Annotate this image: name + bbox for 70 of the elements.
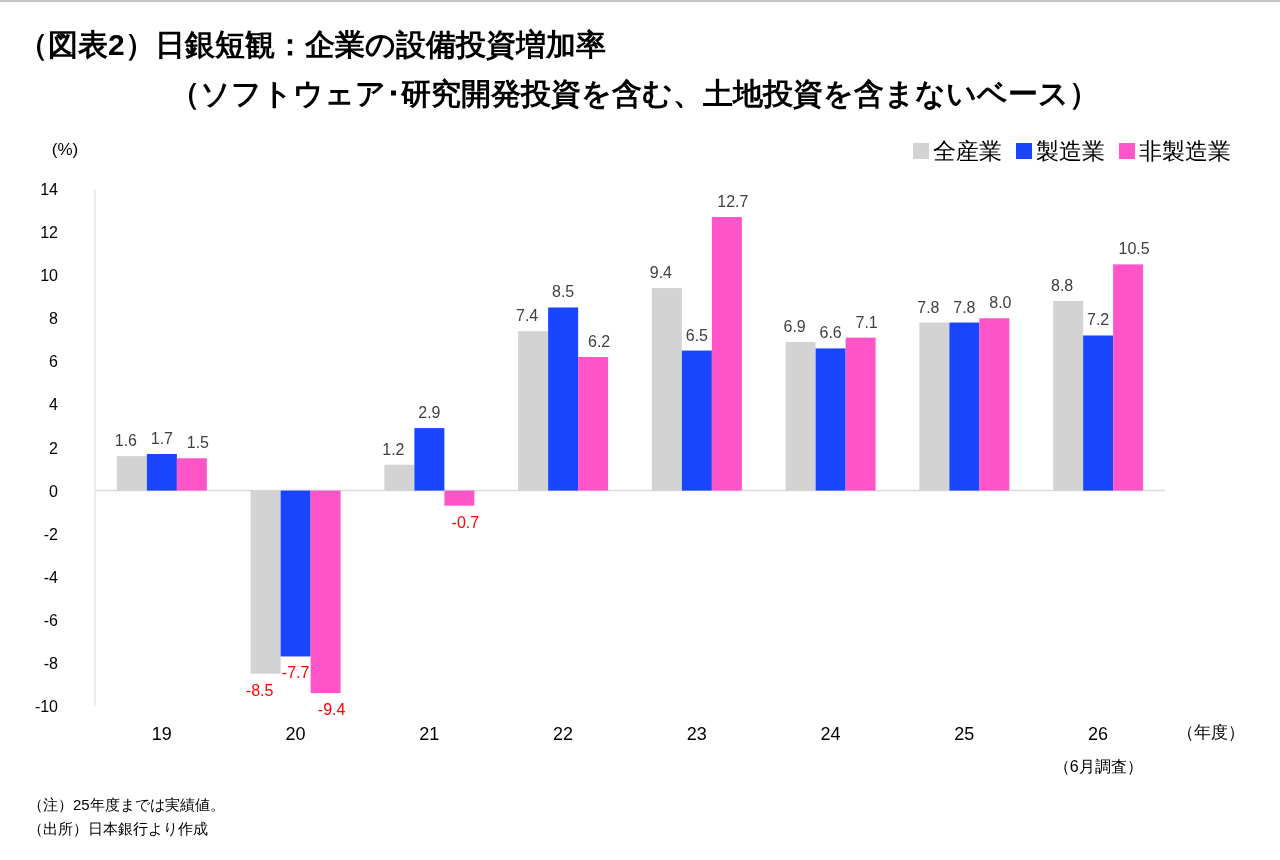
x-tick-label: 26 （6月調査） (1053, 724, 1143, 775)
data-label: 9.4 (649, 264, 673, 282)
data-label: 1.7 (150, 429, 174, 447)
y-tick-label: -6 (43, 611, 59, 629)
bar (310, 490, 341, 694)
y-tick-label: 6 (49, 353, 59, 371)
bar (681, 350, 712, 491)
x-axis-title: （年度） (1177, 723, 1245, 742)
data-label: 1.6 (114, 432, 138, 450)
x-tick-label: 20 (285, 724, 306, 744)
y-tick-label: 14 (40, 181, 59, 198)
y-tick-label: 12 (40, 224, 59, 242)
data-label: 7.4 (516, 307, 539, 325)
data-label: -9.4 (317, 701, 346, 719)
data-label: 12.7 (717, 193, 749, 210)
x-tick-label: 24 (820, 724, 841, 744)
data-label: 6.5 (685, 326, 709, 344)
data-label: 8.8 (1051, 277, 1074, 295)
x-tick-label: 21 (419, 724, 440, 744)
data-label: -8.5 (245, 681, 274, 699)
data-label: 7.1 (855, 313, 878, 331)
data-label: -7.7 (281, 664, 310, 682)
bar (444, 490, 475, 506)
data-label: 1.2 (382, 440, 405, 458)
bar (176, 458, 207, 491)
bar (1083, 335, 1114, 491)
bar (280, 490, 311, 657)
data-label: 6.2 (588, 333, 611, 351)
data-label: 10.5 (1118, 240, 1150, 258)
data-label: 7.2 (1087, 311, 1110, 329)
bar (711, 217, 742, 491)
bar (146, 453, 177, 491)
text: （注）25年度までは実績値。 (28, 796, 225, 813)
y-tick-label: -10 (34, 698, 59, 715)
bar (414, 428, 445, 491)
y-tick-label: -2 (43, 525, 59, 543)
legend-label: 非製造業 (1139, 138, 1231, 164)
legend-label: 製造業 (1036, 138, 1105, 164)
y-tick-label: 8 (49, 310, 59, 328)
data-label: 1.5 (186, 434, 210, 452)
bar (815, 348, 846, 491)
chart-title: （図表2）日銀短観：企業の設備投資増加率 (18, 28, 606, 61)
y-tick-label: 4 (49, 396, 59, 414)
y-axis-title: (%) (51, 140, 79, 159)
y-tick-label: 2 (49, 439, 59, 457)
bar (548, 307, 579, 491)
chart-subtitle: （ソフトウェア･研究開発投資を含む、土地投資を含まないベース） (170, 77, 1099, 110)
bar (949, 322, 980, 491)
y-tick-label: -4 (43, 568, 59, 586)
x-tick-label: 22 (553, 724, 574, 744)
y-tick-label: 0 (49, 482, 59, 500)
data-label: -0.7 (451, 513, 480, 531)
data-label: 2.9 (418, 404, 441, 422)
x-tick-label: 23 (686, 724, 707, 744)
data-label: 8.5 (552, 283, 575, 301)
data-label: 7.8 (917, 298, 940, 316)
y-tick-label: -8 (43, 654, 59, 672)
data-label: 6.6 (819, 324, 842, 342)
x-tick-label: 25 (954, 724, 975, 744)
y-tick-label: 10 (40, 267, 59, 285)
bar (845, 337, 876, 491)
bar (979, 318, 1010, 491)
x-tick-label: 19 (151, 724, 172, 744)
data-label: 6.9 (783, 317, 806, 335)
data-label: 8.0 (989, 294, 1012, 312)
legend-label: 全産業 (933, 138, 1002, 164)
data-label: 7.8 (953, 298, 976, 316)
text: （出所）日本銀行より作成 (28, 820, 208, 837)
bar (578, 357, 609, 491)
bar (1113, 264, 1144, 491)
